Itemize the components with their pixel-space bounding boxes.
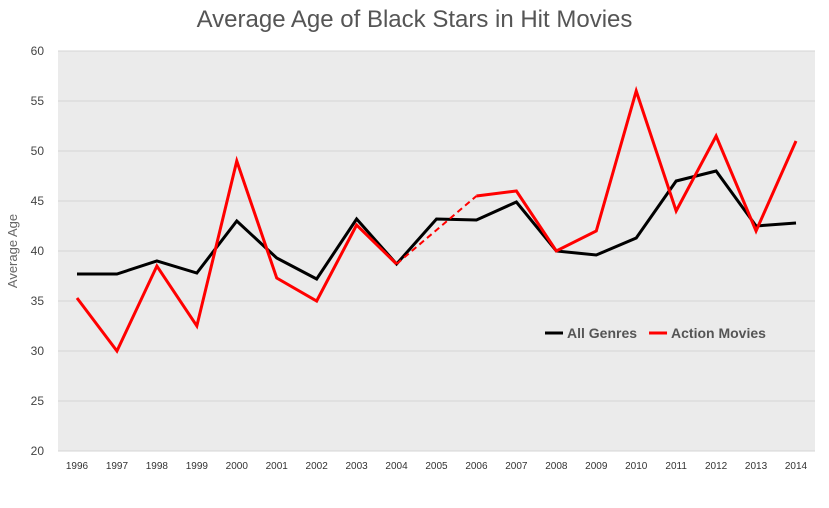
x-tick-label: 2009 — [585, 461, 608, 472]
legend-label-0: All Genres — [567, 325, 637, 341]
series-gap-dashed-1 — [395, 195, 478, 265]
x-tick-label: 2006 — [465, 461, 488, 472]
x-tick-label: 1999 — [186, 461, 209, 472]
y-tick-label: 25 — [31, 394, 45, 408]
y-tick-label: 20 — [31, 444, 45, 458]
x-tick-label: 2002 — [306, 461, 329, 472]
legend-label-1: Action Movies — [671, 325, 766, 341]
x-tick-label: 2000 — [226, 461, 249, 472]
chart-title: Average Age of Black Stars in Hit Movies — [196, 6, 633, 33]
y-axis-label: Average Age — [5, 214, 20, 288]
x-tick-label: 2013 — [745, 461, 768, 472]
y-tick-label: 60 — [31, 44, 45, 58]
x-tick-label: 2014 — [785, 461, 808, 472]
x-tick-label: 2004 — [385, 461, 408, 472]
x-tick-label: 1997 — [106, 461, 129, 472]
x-tick-label: 2011 — [665, 461, 687, 472]
x-tick-label: 2007 — [505, 461, 528, 472]
x-tick-label: 1996 — [66, 461, 89, 472]
x-tick-label: 2012 — [705, 461, 728, 472]
y-tick-label: 30 — [31, 344, 45, 358]
y-tick-label: 35 — [31, 294, 45, 308]
y-tick-label: 40 — [31, 244, 45, 258]
y-tick-label: 50 — [31, 144, 45, 158]
x-tick-label: 2003 — [345, 461, 368, 472]
y-tick-label: 45 — [31, 194, 45, 208]
x-tick-label: 2008 — [545, 461, 568, 472]
x-tick-label: 1998 — [146, 461, 169, 472]
x-tick-label: 2005 — [425, 461, 448, 472]
x-tick-label: 2010 — [625, 461, 648, 472]
x-tick-label: 2001 — [266, 461, 289, 472]
y-tick-label: 55 — [31, 94, 45, 108]
